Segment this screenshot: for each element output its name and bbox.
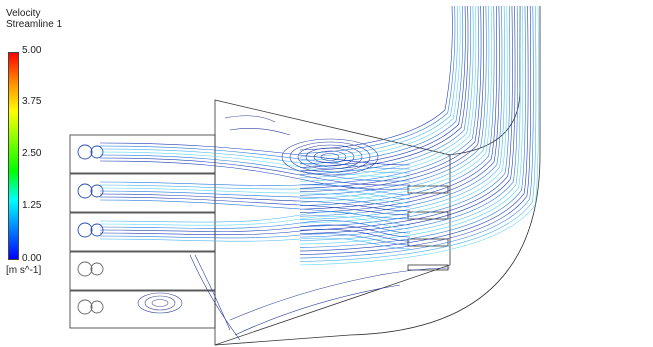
streamline (299, 5, 537, 262)
streamline (299, 5, 498, 210)
streamline (99, 190, 411, 208)
streamline (299, 5, 482, 189)
streamline (299, 5, 505, 220)
streamline (299, 5, 532, 255)
streamline (299, 5, 458, 158)
streamline (99, 181, 411, 196)
streamline (99, 154, 411, 182)
streamline (299, 5, 490, 200)
chamber-streamlines (99, 142, 411, 250)
geometry-outline (69, 6, 541, 346)
streamline (299, 5, 524, 245)
streamline (99, 145, 411, 170)
legend-tick-min: 0.00 (22, 253, 42, 264)
streamline (99, 229, 411, 242)
streamline (99, 160, 411, 190)
streamline (299, 5, 474, 179)
streamline (99, 211, 411, 226)
legend-title-variable: Velocity (6, 8, 41, 19)
streamline (299, 5, 526, 248)
recirculation-vortex (281, 138, 379, 176)
splitter-4 (407, 264, 449, 271)
streamline (299, 5, 484, 193)
streamline (299, 5, 539, 266)
streamline (299, 5, 508, 224)
streamline (99, 148, 411, 174)
streamline (99, 193, 411, 212)
legend-tick-max: 5.00 (22, 45, 42, 56)
splitter-1 (407, 185, 449, 194)
streamline (299, 5, 521, 241)
lower-recirculation (189, 115, 451, 341)
streamline (299, 5, 466, 168)
streamline (99, 196, 411, 216)
streamline (299, 5, 534, 259)
inlet-vortex (137, 292, 183, 314)
main-chamber (214, 99, 451, 346)
legend-tick-3-75: 3.75 (22, 96, 42, 107)
streamline (299, 5, 503, 217)
streamline (99, 224, 411, 238)
streamline (99, 184, 411, 200)
streamline (299, 5, 456, 154)
splitter-2 (407, 211, 449, 220)
streamline (99, 157, 411, 186)
streamline (299, 5, 516, 234)
legend-tick-1-25: 1.25 (22, 200, 42, 211)
streamline (299, 5, 453, 151)
streamline (99, 233, 411, 246)
legend-colorbar (8, 52, 19, 260)
streamline (299, 5, 461, 161)
legend-tick-2-50: 2.50 (22, 148, 42, 159)
bend-inner-wall (447, 6, 521, 156)
streamline (99, 187, 411, 204)
legend-unit: [m s^-1] (6, 265, 42, 276)
inlet-nozzles (77, 144, 104, 315)
streamline (299, 5, 513, 231)
legend-title-object: Streamline 1 (6, 19, 63, 30)
streamline (299, 5, 479, 186)
bend-outer-wall (214, 6, 541, 346)
streamline (299, 5, 471, 175)
streamline (99, 142, 411, 166)
bend-streamlines (299, 5, 539, 266)
streamline (99, 215, 411, 230)
streamline (299, 5, 529, 252)
streamline (299, 5, 500, 214)
streamline (99, 151, 411, 178)
streamline (99, 237, 411, 250)
streamline (99, 220, 411, 234)
streamline (299, 5, 518, 238)
streamline (299, 5, 464, 165)
streamline (299, 5, 487, 196)
streamline (99, 199, 411, 220)
streamline (299, 5, 492, 203)
